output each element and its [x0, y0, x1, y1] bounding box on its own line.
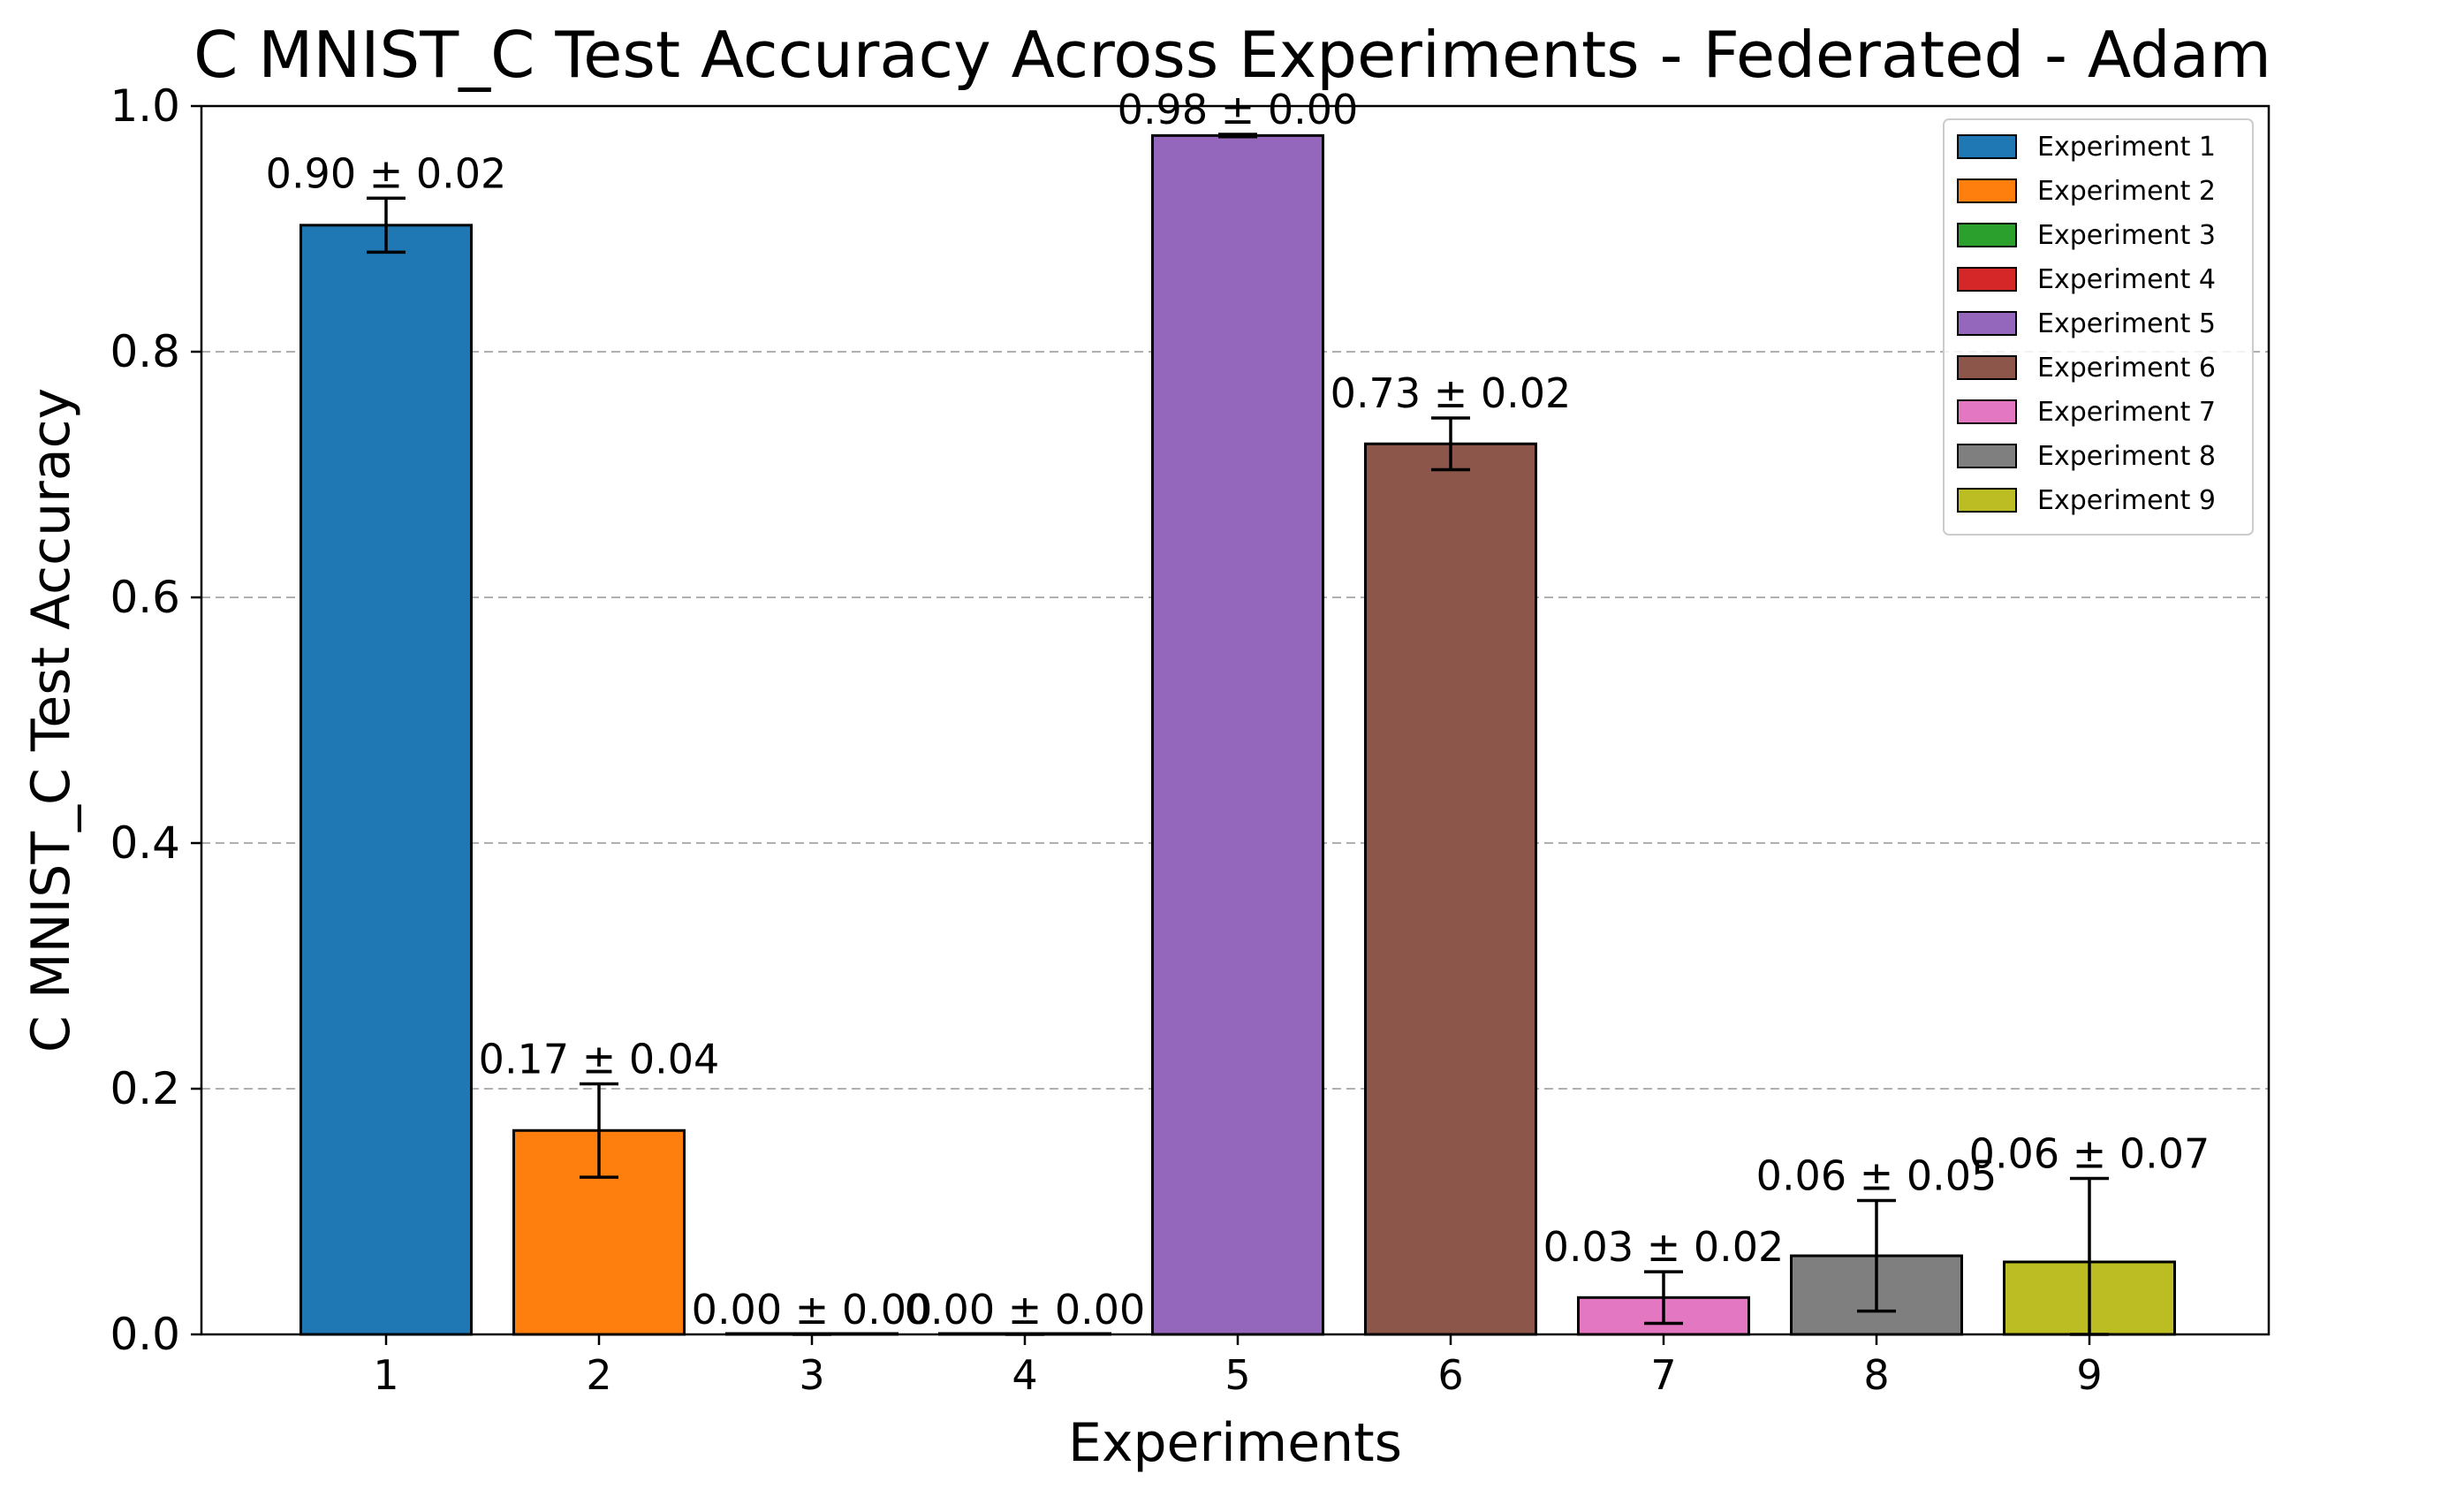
legend-swatch	[1957, 223, 2017, 247]
x-tick-label: 6	[1437, 1351, 1463, 1399]
legend-swatch	[1957, 267, 2017, 292]
legend-label: Experiment 2	[2037, 176, 2216, 207]
x-tick-label: 5	[1224, 1351, 1250, 1399]
legend-label: Experiment 1	[2037, 132, 2216, 163]
x-tick-label: 1	[373, 1351, 398, 1399]
y-axis-label: C MNIST_C Test Accuracy	[20, 388, 82, 1052]
y-tick-label: 1.0	[110, 80, 180, 132]
chart-title: C MNIST_C Test Accuracy Across Experimen…	[193, 18, 2271, 92]
legend-swatch	[1957, 134, 2017, 159]
x-tick-label: 3	[799, 1351, 824, 1399]
bar-value-label: 0.06 ± 0.07	[1969, 1129, 2210, 1177]
bar-value-label: 0.06 ± 0.05	[1756, 1151, 1998, 1199]
x-axis: 1 2 3 4 5 6 7 8 9	[373, 1334, 2103, 1399]
bar-value-label: 0.17 ± 0.04	[479, 1035, 720, 1083]
x-tick-label: 4	[1012, 1351, 1037, 1399]
bar-value-labels: 0.90 ± 0.02 0.17 ± 0.04 0.00 ± 0.000.00 ± …	[266, 86, 2210, 1334]
legend-swatch	[1957, 444, 2017, 468]
legend-label: Experiment 7	[2037, 397, 2216, 428]
bar-value-label: 0.00 ± 0.00	[692, 1286, 933, 1334]
legend-swatch	[1957, 311, 2017, 336]
bar-value-label: 0.00 ± 0.00	[905, 1286, 1146, 1334]
legend-box	[1943, 118, 2254, 536]
bar-value-label: 0.73 ± 0.02	[1331, 369, 1572, 417]
y-tick-label: 0.4	[110, 817, 180, 869]
bar-experiment-6	[1364, 442, 1537, 1336]
x-axis-label: Experiments	[1068, 1412, 1402, 1474]
x-tick-label: 8	[1863, 1351, 1889, 1399]
legend-label: Experiment 5	[2037, 308, 2216, 339]
bar-value-label: 0.03 ± 0.02	[1543, 1223, 1785, 1271]
y-axis: 0.0 0.2 0.4 0.6 0.8 1.0	[110, 80, 201, 1360]
x-tick-label: 9	[2076, 1351, 2102, 1399]
legend-swatch	[1957, 355, 2017, 380]
bar-value-label: 0.90 ± 0.02	[266, 149, 507, 197]
bar-value-label: 0.98 ± 0.00	[1118, 86, 1359, 133]
bar-experiment-5	[1151, 133, 1324, 1336]
y-tick-label: 0.6	[110, 572, 180, 623]
x-tick-label: 7	[1650, 1351, 1676, 1399]
error-bars-group	[367, 133, 2109, 1336]
x-tick-label: 2	[586, 1351, 611, 1399]
legend-swatch	[1957, 399, 2017, 424]
legend-swatch	[1957, 179, 2017, 203]
legend-label: Experiment 9	[2037, 485, 2216, 516]
legend-label: Experiment 6	[2037, 353, 2216, 384]
legend-label: Experiment 3	[2037, 220, 2216, 251]
legend-label: Experiment 4	[2037, 264, 2216, 295]
plot-frame	[200, 104, 2271, 1336]
y-tick-label: 0.2	[110, 1063, 180, 1114]
legend: Experiment 1 Experiment 2 Experiment 3 Expe…	[1943, 118, 2254, 536]
y-tick-label: 0.8	[110, 326, 180, 377]
legend-label: Experiment 8	[2037, 441, 2216, 472]
legend-swatch	[1957, 488, 2017, 513]
bar-experiment-1	[299, 224, 473, 1336]
y-tick-label: 0.0	[110, 1309, 180, 1360]
